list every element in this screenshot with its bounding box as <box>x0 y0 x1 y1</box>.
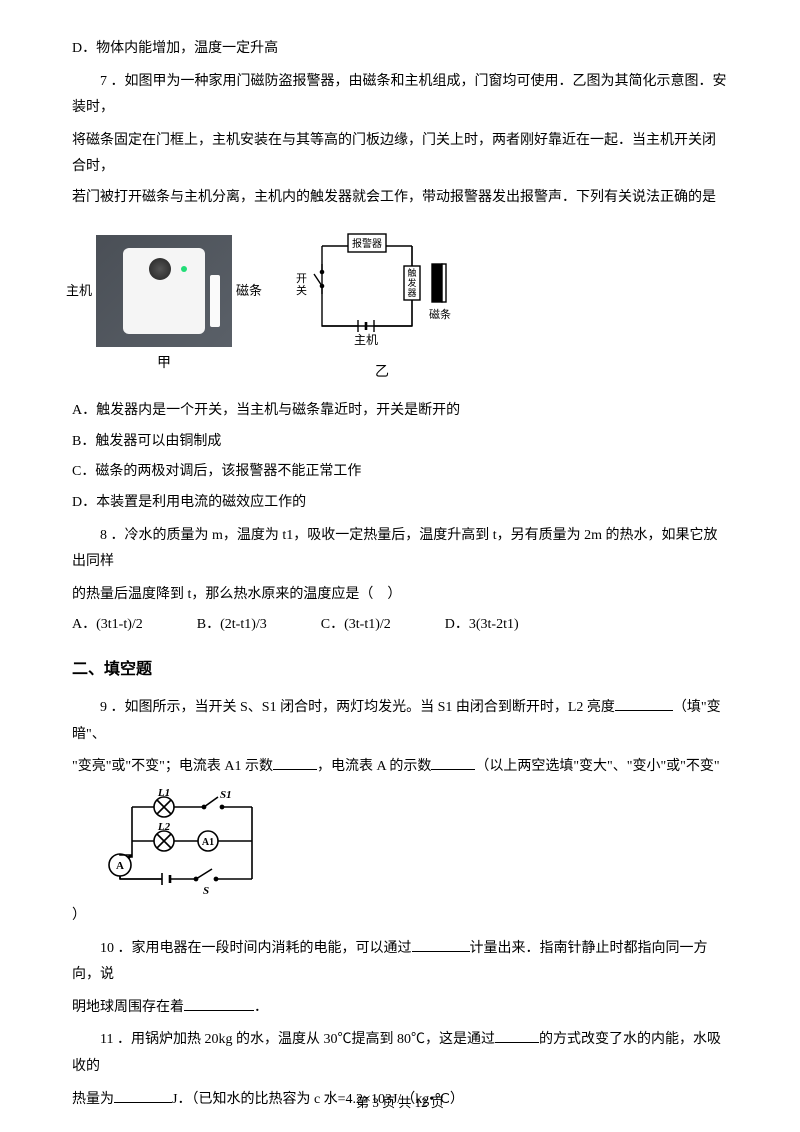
q9-p1: 如图所示，当开关 S、S1 闭合时，两灯均发光。当 S1 由闭合到断开时，L2 … <box>125 700 615 715</box>
q11-p1: 用锅炉加热 20kg 的水，温度从 30℃提高到 80℃，这是通过 <box>131 1032 495 1047</box>
q7-option-a: A．触发器内是一个开关，当主机与磁条靠近时，开关是断开的 <box>72 398 728 425</box>
caption-jia: 甲 <box>157 351 171 378</box>
door-alarm-photo <box>96 235 232 347</box>
q9-blank-3 <box>431 756 475 770</box>
circuit-schematic: 报警器 开关 触发器 磁条 主机 <box>292 226 472 356</box>
q7-text1: 如图甲为一种家用门磁防盗报警器，由磁条和主机组成，门窗均可使用．乙图为其简化示意… <box>72 74 727 116</box>
figure-jia: 主机 磁条 甲 <box>96 235 232 378</box>
photo-label-magnet: 磁条 <box>236 279 262 304</box>
q7-figures: 主机 磁条 甲 <box>96 226 728 387</box>
q9-blank-1 <box>615 697 673 711</box>
q7-stem-line1: 7 ．如图甲为一种家用门磁防盗报警器，由磁条和主机组成，门窗均可使用．乙图为其简… <box>72 69 728 122</box>
led-icon <box>181 266 187 272</box>
label-a1: A1 <box>202 837 214 848</box>
q10-blank-1 <box>412 938 470 952</box>
q10-p1: 家用电器在一段时间内消耗的电能，可以通过 <box>132 941 412 956</box>
caption-yi: 乙 <box>375 360 389 387</box>
label-l2: L2 <box>157 821 171 833</box>
q8-stem-line2: 的热量后温度降到 t，那么热水原来的温度应是（ ） <box>72 582 728 609</box>
sch-label-host: 主机 <box>354 333 378 347</box>
q11-blank-1 <box>495 1029 539 1043</box>
q8-text1: 冷水的质量为 m，温度为 t1，吸收一定热量后，温度升高到 t，另有质量为 2m… <box>72 528 718 570</box>
q10-number: 10 ． <box>100 941 132 956</box>
q9-number: 9 ． <box>100 700 125 715</box>
q9-circuit: L1 S1 L2 A1 A S <box>92 787 728 897</box>
figure-yi: 报警器 开关 触发器 磁条 主机 乙 <box>292 226 472 387</box>
q9-line1: 9 ．如图所示，当开关 S、S1 闭合时，两灯均发光。当 S1 由闭合到断开时，… <box>72 695 728 748</box>
q7-stem-line2: 将磁条固定在门框上，主机安装在与其等高的门板边缘，门关上时，两者刚好靠近在一起．… <box>72 128 728 181</box>
label-l1: L1 <box>157 787 170 799</box>
q9-p4: ，电流表 A 的示数 <box>317 759 431 774</box>
section-2-title: 二、填空题 <box>72 655 728 685</box>
q9-blank-2 <box>273 756 317 770</box>
photo-label-host: 主机 <box>66 279 92 304</box>
q7-option-c: C．磁条的两极对调后，该报警器不能正常工作 <box>72 459 728 486</box>
speaker-icon <box>149 258 171 280</box>
q9-line2: "变亮"或"不变"；电流表 A1 示数 ，电流表 A 的示数 （以上两空选填"变大"… <box>72 754 728 781</box>
q8-option-a: A．(3t1-t)/2 <box>72 612 143 639</box>
q7-stem-line3: 若门被打开磁条与主机分离，主机内的触发器就会工作，带动报警器发出报警声．下列有关… <box>72 185 728 212</box>
q7-option-b: B．触发器可以由铜制成 <box>72 429 728 456</box>
label-s: S <box>203 885 209 897</box>
q10-line1: 10 ．家用电器在一段时间内消耗的电能，可以通过计量出来．指南针静止时都指向同一… <box>72 936 728 989</box>
q9-p5: （以上两空选填"变大"、"变小"或"不变" <box>475 759 719 774</box>
svg-text:触发器: 触发器 <box>407 267 416 298</box>
q8-options: A．(3t1-t)/2 B．(2t-t1)/3 C．(3t-t1)/2 D．3(… <box>72 612 728 639</box>
q8-option-c: C．(3t-t1)/2 <box>321 612 391 639</box>
q8-stem-line1: 8 ．冷水的质量为 m，温度为 t1，吸收一定热量后，温度升高到 t，另有质量为… <box>72 523 728 576</box>
q11-line1: 11 ．用锅炉加热 20kg 的水，温度从 30℃提高到 80℃，这是通过的方式… <box>72 1027 728 1080</box>
sch-label-alarm: 报警器 <box>352 237 382 250</box>
q6-option-d: D．物体内能增加，温度一定升高 <box>72 36 728 63</box>
label-s1: S1 <box>220 789 232 801</box>
q10-p4: ． <box>254 1000 268 1015</box>
q10-blank-2 <box>184 997 254 1011</box>
page-footer: 第 3 页 共 12 页 <box>0 1091 800 1116</box>
sch-label-switch: 开关 <box>296 273 307 297</box>
magnet-strip <box>210 275 220 327</box>
q8-number: 8 ． <box>100 528 125 543</box>
q8-option-d: D．3(3t-2t1) <box>445 612 519 639</box>
q7-number: 7 ． <box>100 74 125 89</box>
sch-label-magnet: 磁条 <box>429 307 451 321</box>
q8-option-b: B．(2t-t1)/3 <box>197 612 267 639</box>
q10-p3: 明地球周围存在着 <box>72 1000 184 1015</box>
q9-p3: "变亮"或"不变"；电流表 A1 示数 <box>72 759 273 774</box>
alarm-device <box>123 248 205 334</box>
q10-line2: 明地球周围存在着 ． <box>72 995 728 1022</box>
q11-number: 11 ． <box>100 1032 131 1047</box>
q9-close: ） <box>72 903 728 930</box>
q7-option-d: D．本装置是利用电流的磁效应工作的 <box>72 490 728 517</box>
label-a: A <box>116 860 124 872</box>
